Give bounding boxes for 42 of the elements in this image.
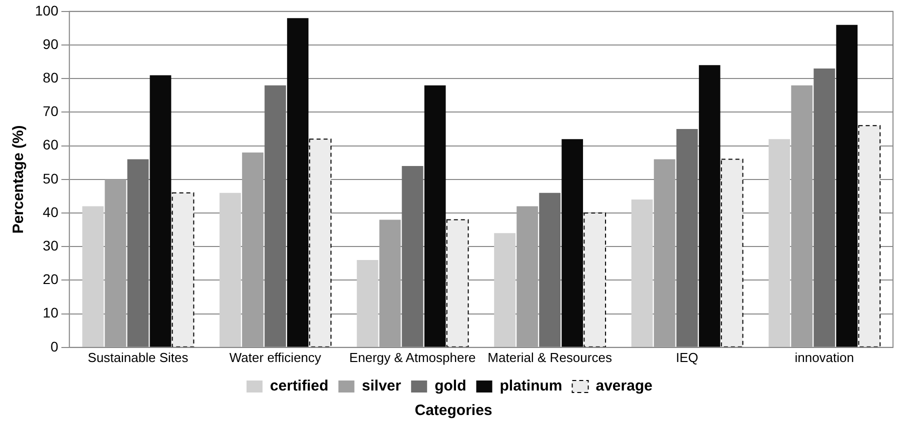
bar bbox=[676, 129, 698, 347]
bar bbox=[768, 139, 790, 347]
bar bbox=[402, 166, 424, 347]
y-tick-label: 70 bbox=[42, 103, 59, 120]
x-axis-title: Categories bbox=[414, 402, 494, 419]
y-tick-label: 40 bbox=[42, 204, 59, 220]
y-tick-label: 30 bbox=[42, 237, 59, 254]
bar bbox=[356, 260, 378, 347]
bar bbox=[264, 85, 286, 347]
y-tick-label: 100 bbox=[35, 2, 59, 18]
y-tick-label: 90 bbox=[42, 36, 59, 52]
y-tick-label: 10 bbox=[42, 304, 59, 321]
bar bbox=[539, 192, 561, 347]
bar bbox=[631, 200, 653, 347]
legend-label: certified bbox=[270, 378, 328, 395]
x-tick-label: Sustainable Sites bbox=[88, 350, 189, 365]
legend-label: silver bbox=[362, 378, 402, 395]
y-tick-label: 80 bbox=[42, 69, 59, 86]
y-tick-label: 50 bbox=[42, 170, 59, 186]
bar bbox=[791, 85, 813, 347]
bar bbox=[242, 152, 264, 347]
x-tick-label: innovation bbox=[794, 350, 854, 365]
y-tick-label: 0 bbox=[50, 338, 59, 354]
x-tick-label: Energy & Atmosphere bbox=[349, 350, 476, 365]
bar bbox=[127, 159, 149, 347]
bar bbox=[220, 192, 241, 347]
legend-label: platinum bbox=[500, 378, 562, 395]
y-axis-title: Percentage (%) bbox=[10, 125, 28, 234]
x-tick-label: Material & Resources bbox=[488, 350, 612, 365]
legend-label: gold bbox=[434, 378, 466, 395]
bar bbox=[82, 206, 104, 347]
bar bbox=[654, 159, 676, 347]
bar bbox=[516, 206, 538, 347]
x-tick-label: IEQ bbox=[676, 350, 698, 365]
bar bbox=[494, 233, 516, 347]
y-tick-label: 60 bbox=[42, 136, 59, 153]
y-tick-label: 20 bbox=[42, 271, 59, 288]
bar bbox=[379, 220, 401, 347]
bar bbox=[104, 179, 126, 347]
x-tick-label: Water efficiency bbox=[229, 350, 322, 365]
bar bbox=[814, 68, 836, 347]
legend-label: average bbox=[596, 378, 652, 395]
